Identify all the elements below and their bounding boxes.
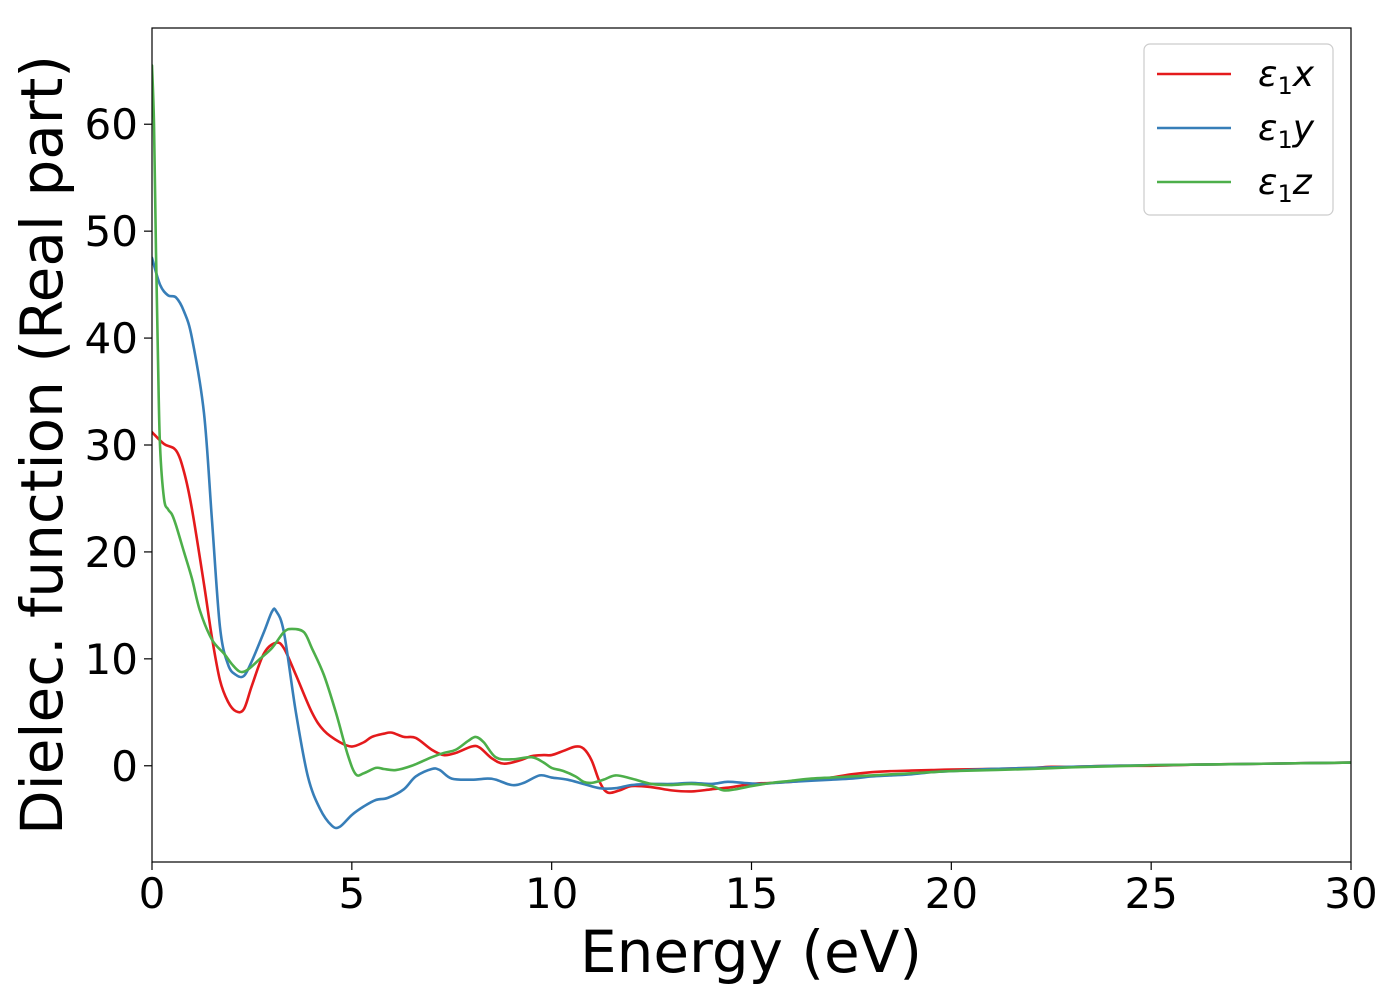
x-tick-label: 0: [139, 869, 166, 918]
y-tick-label: 40: [85, 314, 138, 363]
series-layer: [152, 64, 1351, 830]
legend: ε1x ε1y ε1z: [1143, 43, 1334, 216]
y-tick-label: 50: [85, 207, 138, 256]
legend-label-z: ε1z: [1258, 162, 1313, 208]
x-tick-label: 30: [1324, 869, 1377, 918]
series-line-y: [152, 256, 1351, 830]
x-tick-label: 5: [338, 869, 365, 918]
y-tick-label: 20: [85, 528, 138, 577]
y-tick-label: 30: [85, 421, 138, 470]
y-tick-label: 10: [85, 635, 138, 684]
x-tick-label: 10: [525, 869, 578, 918]
series-line-x: [152, 430, 1351, 795]
x-axis-title: Energy (eV): [580, 918, 922, 986]
x-tick-label: 25: [1124, 869, 1177, 918]
y-tick-label: 60: [85, 100, 138, 149]
legend-box: [1143, 43, 1334, 216]
y-axis-title: Dielec. function (Real part): [8, 55, 76, 835]
legend-label-y: ε1y: [1258, 108, 1315, 154]
series-line-z: [152, 64, 1351, 792]
y-axis: 0 10 20 30 40 50 60: [85, 100, 152, 791]
legend-label-x: ε1x: [1258, 54, 1315, 100]
x-tick-label: 20: [925, 869, 978, 918]
x-axis: 0 5 10 15 20 25 30: [139, 862, 1378, 918]
x-tick-label: 15: [725, 869, 778, 918]
y-tick-label: 0: [111, 742, 138, 791]
